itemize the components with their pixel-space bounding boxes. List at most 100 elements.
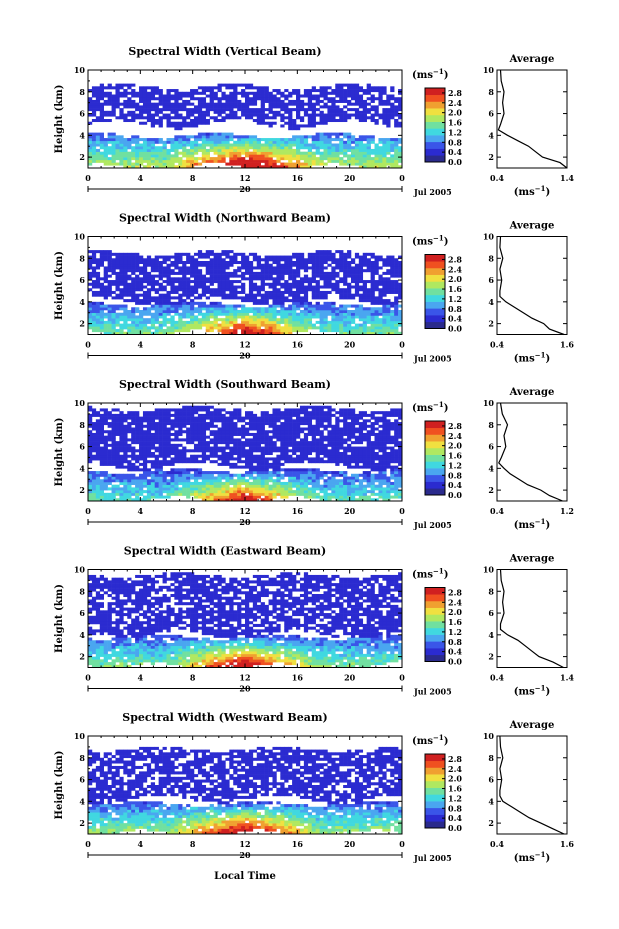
heatmap-cell <box>366 261 371 265</box>
heatmap-cell <box>174 471 179 475</box>
heatmap-cell <box>111 271 116 275</box>
heatmap-cell <box>374 86 379 90</box>
heatmap-cell <box>362 282 367 286</box>
heatmap-cell <box>88 479 93 483</box>
heatmap-cell <box>280 318 285 322</box>
heatmap-cell <box>217 413 222 417</box>
heatmap-cell <box>107 252 112 256</box>
heatmap-cell <box>362 110 367 114</box>
heatmap-cell <box>111 449 116 453</box>
heatmap-cell <box>123 89 128 93</box>
heatmap-cell <box>366 148 371 152</box>
heatmap-cell <box>166 299 171 303</box>
heatmap-cell <box>299 157 305 161</box>
heatmap-cell <box>319 252 324 256</box>
heatmap-cell <box>170 462 175 466</box>
heatmap-cell <box>268 105 273 109</box>
heatmap-cell <box>362 315 367 319</box>
heatmap-cell <box>343 97 348 101</box>
heatmap-cell <box>256 162 261 166</box>
heatmap-cell <box>260 310 265 314</box>
heatmap-cell <box>162 162 167 166</box>
heatmap-cell <box>158 484 163 488</box>
heatmap-cell <box>280 304 285 308</box>
heatmap-cell <box>209 413 214 417</box>
heatmap-cell <box>193 422 199 426</box>
heatmap-cell <box>292 143 297 147</box>
heatmap-cell <box>182 430 187 434</box>
heatmap-cell <box>394 318 399 322</box>
heatmap-cell <box>339 323 344 327</box>
heatmap-cell <box>354 108 360 112</box>
heatmap-cell <box>221 250 226 254</box>
heatmap-cell <box>354 323 360 327</box>
heatmap-cell <box>190 119 195 123</box>
heatmap-cell <box>398 318 403 322</box>
heatmap-cell <box>252 140 258 144</box>
heatmap-cell <box>264 258 269 262</box>
heatmap-cell <box>99 419 104 423</box>
heatmap-cell <box>339 320 344 324</box>
heatmap-cell <box>178 329 183 333</box>
heatmap-cell <box>296 293 301 297</box>
heatmap-cell <box>296 296 301 300</box>
heatmap-cell <box>178 299 183 303</box>
heatmap-cell <box>398 97 403 101</box>
heatmap-cell <box>170 159 175 163</box>
heatmap-cell <box>229 285 234 289</box>
heatmap-cell <box>111 484 116 488</box>
heatmap-cell <box>142 89 148 93</box>
heatmap-cell <box>190 427 195 431</box>
heatmap-cell <box>158 277 163 281</box>
heatmap-cell <box>319 263 324 267</box>
heatmap-cell <box>209 323 214 327</box>
heatmap-cell <box>170 446 175 450</box>
heatmap-cell <box>213 105 218 109</box>
heatmap-cell <box>296 116 301 120</box>
heatmap-cell <box>252 301 258 305</box>
heatmap-cell <box>135 498 140 502</box>
heatmap-cell <box>95 282 101 286</box>
heatmap-cell <box>170 422 175 426</box>
heatmap-cell <box>201 427 207 431</box>
heatmap-cell <box>370 261 375 265</box>
heatmap-cell <box>264 290 269 294</box>
colorbar-segment <box>425 294 445 302</box>
heatmap-cell <box>292 318 297 322</box>
heatmap-cell <box>186 269 191 273</box>
heatmap-cell <box>248 159 254 163</box>
heatmap-cell <box>193 495 199 499</box>
heatmap-cell <box>366 83 371 87</box>
heatmap-cell <box>229 304 234 308</box>
heatmap-cell <box>170 413 175 417</box>
heatmap-cell <box>311 89 316 93</box>
heatmap-cell <box>193 443 199 447</box>
heatmap-cell <box>158 490 163 494</box>
heatmap-cell <box>315 252 320 256</box>
heatmap-cell <box>190 487 195 491</box>
heatmap-cell <box>307 266 313 270</box>
colorbar-segment <box>425 261 445 269</box>
heatmap-cell <box>95 498 101 502</box>
heatmap-cell <box>142 449 148 453</box>
heatmap-cell <box>193 430 199 434</box>
heatmap-cell <box>374 119 379 123</box>
colorbar-segment <box>425 135 445 143</box>
heatmap-cell <box>146 99 152 103</box>
heatmap-cell <box>248 140 254 144</box>
heatmap-cell <box>382 138 387 142</box>
heatmap-cell <box>139 441 144 445</box>
heatmap-cell <box>343 148 348 152</box>
heatmap-cell <box>139 427 144 431</box>
heatmap-cell <box>362 263 367 267</box>
heatmap-cell <box>354 280 360 284</box>
heatmap-cell <box>139 438 144 442</box>
heatmap-cell <box>276 290 281 294</box>
heatmap-cell <box>272 312 277 316</box>
heatmap-cell <box>103 498 108 502</box>
heatmap-cell <box>131 280 136 284</box>
y-axis-label: Height (km) <box>54 85 65 154</box>
heatmap-cell <box>95 263 101 267</box>
heatmap-cell <box>237 151 242 155</box>
heatmap-cell <box>260 86 265 90</box>
